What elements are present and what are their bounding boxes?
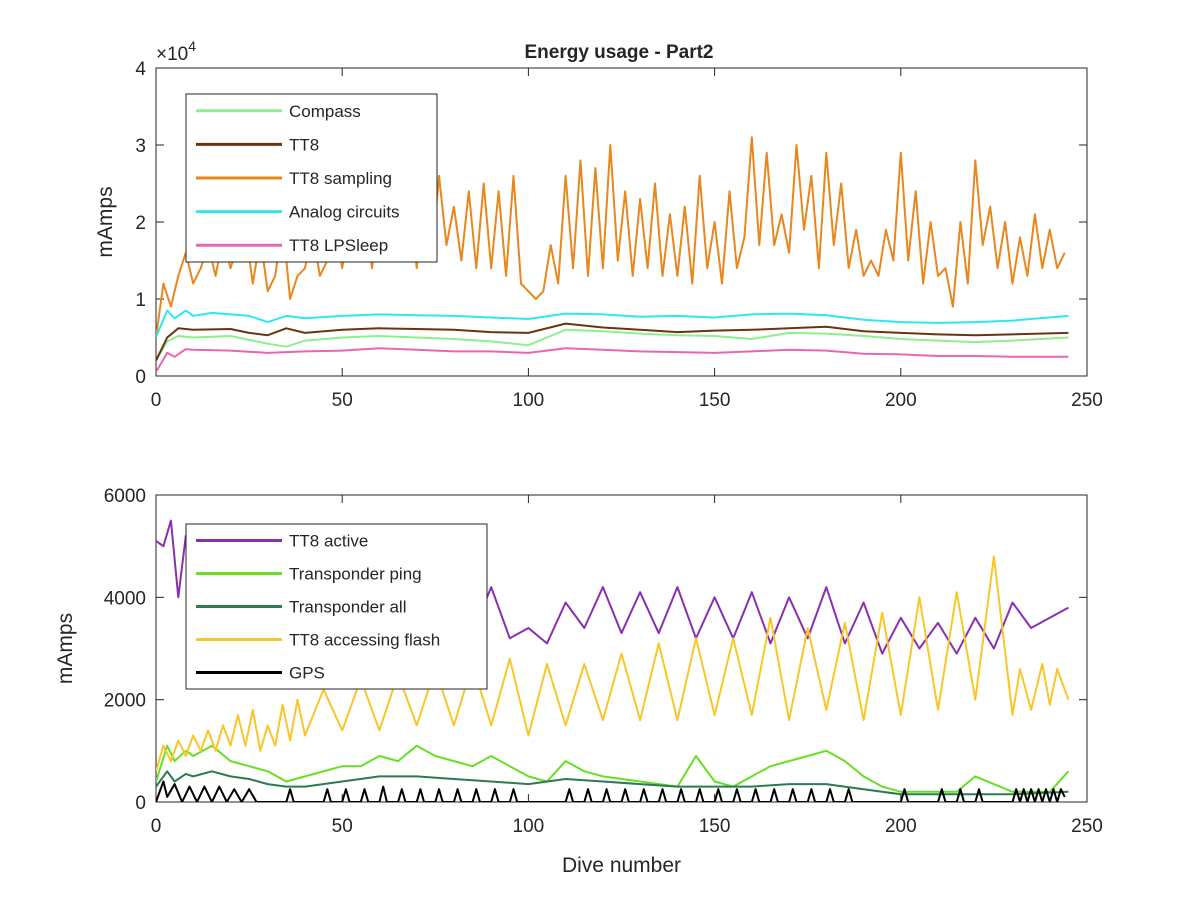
x-tick-label: 150: [699, 390, 731, 411]
x-tick-label: 0: [151, 390, 162, 411]
top-subplot: 0 50 100 150 200 25001234×104mAmpsCompassTT8T…: [94, 38, 1103, 411]
legend-label: Transponder all: [289, 598, 407, 617]
x-tick-label: 50: [332, 816, 353, 837]
legend-label: GPS: [289, 664, 325, 683]
series-line-gps: [156, 780, 1066, 802]
x-tick-label: 0: [151, 816, 162, 837]
series-line-transponder-all: [156, 770, 1069, 796]
legend-label: TT8 LPSleep: [289, 236, 388, 255]
y-tick-label: 3: [135, 136, 146, 157]
x-tick-label: 100: [513, 816, 545, 837]
y-tick-label: 2: [135, 213, 146, 234]
legend-label: TT8: [289, 135, 319, 154]
y-tick-label: 0: [135, 793, 146, 814]
y-exponent-power: 4: [188, 38, 196, 54]
x-tick-label: 150: [699, 816, 731, 837]
x-axis-label: Dive number: [562, 854, 681, 877]
y-tick-label: 6000: [104, 486, 146, 507]
x-tick-label: 200: [885, 390, 917, 411]
x-tick-label: 250: [1071, 390, 1103, 411]
y-tick-label: 4: [135, 59, 146, 80]
series-line-tt8: [156, 322, 1069, 362]
figure-title: Energy usage - Part2: [524, 42, 713, 63]
legend-label: Compass: [289, 102, 361, 121]
legend-label: TT8 sampling: [289, 169, 392, 188]
y-tick-label: 4000: [104, 588, 146, 609]
legend-label: TT8 active: [289, 532, 368, 551]
y-axis-label: mAmps: [54, 613, 77, 684]
legend-label: Transponder ping: [289, 565, 422, 584]
series-line-compass: [156, 328, 1069, 362]
series-line-analog-circuits: [156, 309, 1069, 338]
x-tick-label: 50: [332, 390, 353, 411]
x-tick-label: 250: [1071, 816, 1103, 837]
legend-label: Analog circuits: [289, 203, 400, 222]
x-tick-label: 100: [513, 390, 545, 411]
legend-label: TT8 accessing flash: [289, 631, 440, 650]
y-axis-label: mAmps: [94, 186, 117, 257]
series-line-transponder-ping: [156, 744, 1070, 793]
bottom-subplot: 0 50 100 150 200 250 0 2000 4000 6000 mAmps Dive nu…: [54, 486, 1103, 877]
y-exponent-label: ×104: [156, 38, 196, 65]
series-line-tt8-accessing-flash: [156, 555, 1070, 772]
series-line-tt8-lpsleep: [156, 347, 1069, 373]
x-tick-label: 200: [885, 816, 917, 837]
y-tick-label: 2000: [104, 691, 146, 712]
y-tick-label: 0: [135, 367, 146, 388]
y-tick-label: 1: [135, 290, 146, 311]
